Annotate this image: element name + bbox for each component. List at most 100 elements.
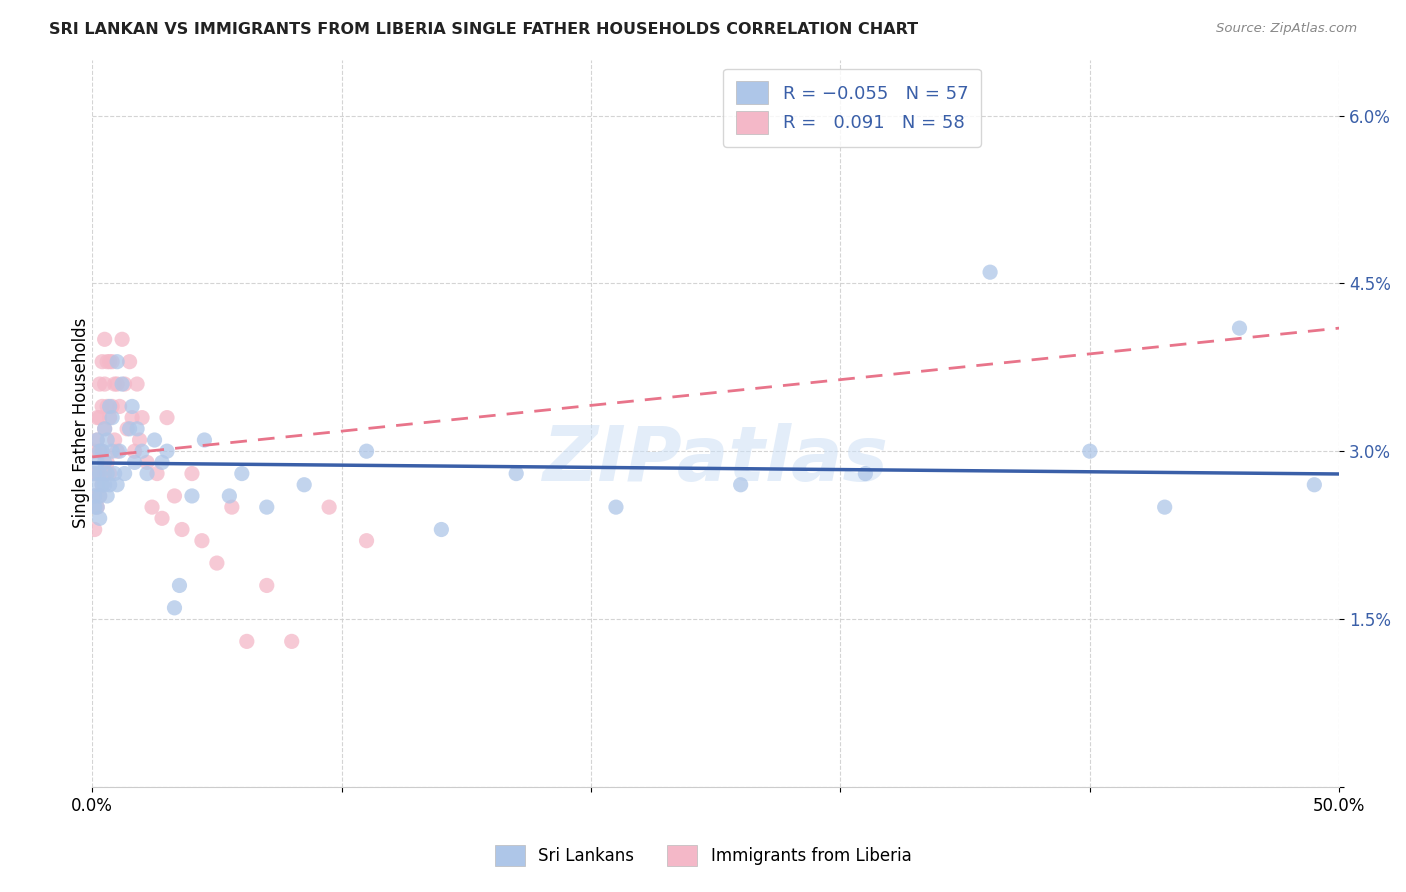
Point [104, 467, 127, 481]
Point [83, 523, 105, 537]
Point [83, 500, 105, 515]
Point [156, 444, 179, 458]
Point [86, 433, 108, 447]
Point [256, 500, 278, 515]
Point [118, 422, 141, 436]
Point [221, 500, 243, 515]
Point [318, 500, 340, 515]
Point [124, 444, 146, 458]
Point [105, 444, 128, 458]
Point [118, 354, 141, 368]
Point [114, 377, 136, 392]
Point [86, 455, 108, 469]
Point [96, 489, 118, 503]
Point [181, 489, 204, 503]
Point [86, 500, 108, 515]
Point [115, 422, 138, 436]
Point [91, 444, 114, 458]
Point [170, 523, 193, 537]
Point [86, 467, 108, 481]
Point [121, 410, 143, 425]
Point [730, 477, 752, 491]
Point [105, 354, 128, 368]
Point [93, 332, 115, 346]
Point [96, 400, 118, 414]
Point [205, 556, 228, 570]
Point [150, 511, 173, 525]
Point [83, 489, 105, 503]
Point [89, 489, 111, 503]
Point [105, 477, 128, 491]
Point [236, 634, 259, 648]
Point [83, 444, 105, 458]
Point [169, 578, 191, 592]
Point [91, 354, 114, 368]
Point [98, 354, 121, 368]
Point [163, 489, 186, 503]
Point [131, 410, 153, 425]
Point [89, 444, 111, 458]
Legend: R = −0.055   N = 57, R =   0.091   N = 58: R = −0.055 N = 57, R = 0.091 N = 58 [723, 69, 981, 146]
Point [101, 400, 124, 414]
Point [111, 377, 134, 392]
Point [89, 444, 111, 458]
Point [104, 433, 127, 447]
Point [163, 600, 186, 615]
Point [96, 467, 118, 481]
Point [86, 477, 108, 491]
Point [91, 477, 114, 491]
Point [605, 500, 627, 515]
Point [93, 422, 115, 436]
Point [93, 455, 115, 469]
Point [114, 467, 136, 481]
Point [143, 433, 166, 447]
Point [93, 477, 115, 491]
Point [101, 410, 124, 425]
Point [193, 433, 215, 447]
Point [89, 467, 111, 481]
Point [124, 455, 146, 469]
Point [86, 500, 108, 515]
Point [853, 467, 876, 481]
Text: SRI LANKAN VS IMMIGRANTS FROM LIBERIA SINGLE FATHER HOUSEHOLDS CORRELATION CHART: SRI LANKAN VS IMMIGRANTS FROM LIBERIA SI… [49, 22, 918, 37]
Point [96, 433, 118, 447]
Point [83, 467, 105, 481]
Point [93, 467, 115, 481]
Point [98, 410, 121, 425]
Point [91, 444, 114, 458]
Point [292, 477, 315, 491]
Point [1303, 477, 1326, 491]
Point [83, 489, 105, 503]
Point [89, 377, 111, 392]
Point [98, 477, 121, 491]
Point [91, 400, 114, 414]
Point [101, 354, 124, 368]
Point [89, 410, 111, 425]
Point [1229, 321, 1251, 335]
Point [156, 410, 179, 425]
Point [146, 467, 169, 481]
Point [280, 634, 302, 648]
Point [1078, 444, 1101, 458]
Point [121, 400, 143, 414]
Point [125, 422, 148, 436]
Point [256, 578, 278, 592]
Point [181, 467, 204, 481]
Point [111, 332, 134, 346]
Point [141, 500, 163, 515]
Point [136, 455, 159, 469]
Point [93, 422, 115, 436]
Point [91, 477, 114, 491]
Point [356, 533, 378, 548]
Point [108, 444, 131, 458]
Point [430, 523, 453, 537]
Point [105, 377, 128, 392]
Text: ZIPatlas: ZIPatlas [543, 423, 889, 497]
Point [98, 467, 121, 481]
Point [1153, 500, 1175, 515]
Point [83, 467, 105, 481]
Point [96, 354, 118, 368]
Point [131, 444, 153, 458]
Point [150, 455, 173, 469]
Point [86, 410, 108, 425]
